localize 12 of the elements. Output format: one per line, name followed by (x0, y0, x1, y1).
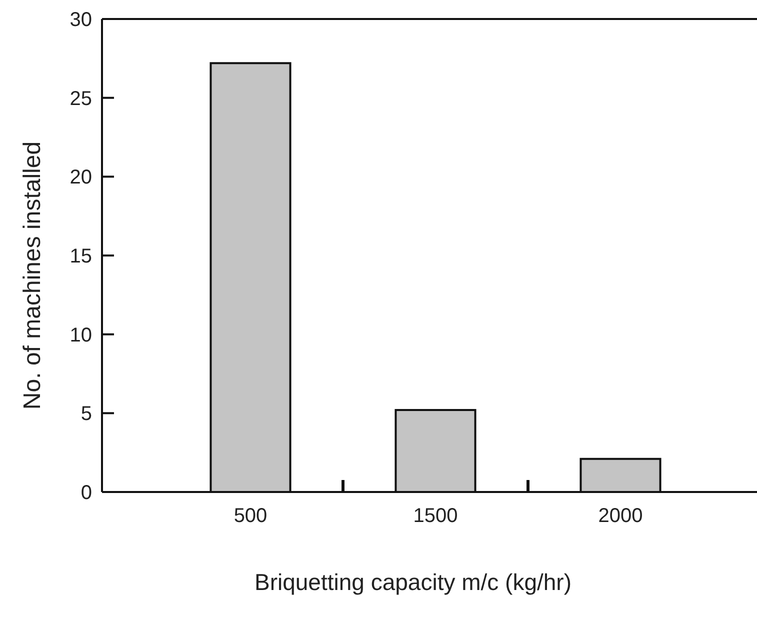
y-tick-label: 30 (70, 9, 92, 31)
y-tick-label: 5 (80, 403, 92, 426)
x-tick-label: 2000 (598, 505, 643, 527)
y-tick-label: 20 (70, 166, 92, 189)
x-tick-label: 1500 (413, 505, 458, 527)
y-tick-label: 25 (70, 88, 92, 110)
x-axis-title: Briquetting capacity m/c (kg/hr) (254, 569, 572, 595)
y-tick-label: 15 (70, 246, 92, 268)
y-tick-label: 0 (80, 482, 92, 504)
x-tick-label: 500 (234, 505, 268, 527)
y-axis-title: No. of machines installed (19, 141, 46, 410)
y-tick-label: 10 (70, 324, 92, 346)
